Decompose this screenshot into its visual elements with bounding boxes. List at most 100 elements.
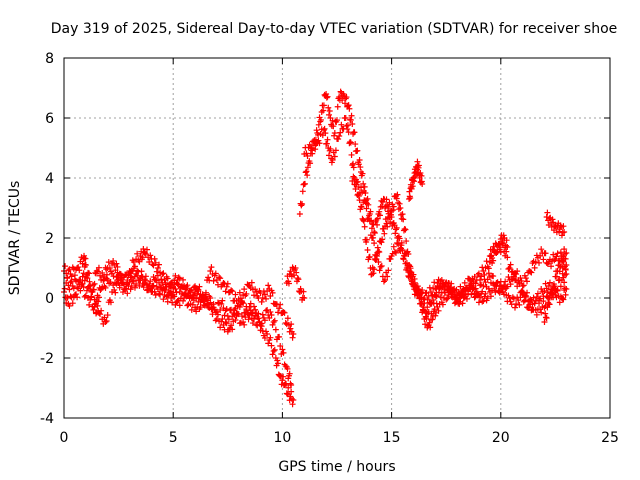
data-point xyxy=(279,346,286,353)
plot-frame xyxy=(63,57,611,419)
data-point xyxy=(312,146,319,153)
data-point xyxy=(411,275,418,282)
data-point xyxy=(214,299,221,306)
data-point xyxy=(546,279,553,286)
data-point xyxy=(210,277,217,284)
data-point xyxy=(544,209,551,216)
data-point xyxy=(358,184,365,191)
data-point xyxy=(363,205,370,212)
data-point xyxy=(279,377,286,384)
data-point xyxy=(550,219,557,226)
data-point xyxy=(561,246,568,253)
data-point xyxy=(323,94,330,101)
data-point xyxy=(418,300,425,307)
data-point xyxy=(349,121,356,127)
data-point xyxy=(345,129,352,136)
data-point xyxy=(469,286,476,293)
data-point xyxy=(387,255,394,262)
data-point xyxy=(399,211,406,218)
data-point xyxy=(267,293,274,300)
data-point xyxy=(248,279,255,286)
x-tick-label: 25 xyxy=(601,430,619,446)
data-point xyxy=(524,289,531,296)
data-point xyxy=(299,188,306,195)
data-point xyxy=(66,302,73,309)
data-point xyxy=(365,201,372,208)
data-series-track-6 xyxy=(301,115,570,331)
data-point xyxy=(243,290,250,297)
data-point xyxy=(443,279,450,286)
data-point xyxy=(496,289,503,296)
data-point xyxy=(259,295,266,301)
data-point xyxy=(380,278,387,285)
data-point xyxy=(480,283,487,289)
data-point xyxy=(315,137,322,144)
data-point xyxy=(396,235,403,242)
data-point xyxy=(90,306,97,313)
data-point xyxy=(342,100,349,107)
data-point xyxy=(556,299,563,306)
data-point xyxy=(140,280,147,287)
data-point xyxy=(280,373,287,380)
data-point xyxy=(224,280,231,287)
data-point xyxy=(257,290,264,297)
data-point xyxy=(90,286,97,293)
data-point xyxy=(149,261,156,268)
data-point xyxy=(259,311,266,318)
data-point xyxy=(392,249,399,256)
data-point xyxy=(507,261,514,268)
data-point xyxy=(465,290,472,297)
data-point xyxy=(77,287,84,294)
data-point xyxy=(430,296,437,303)
data-point xyxy=(327,145,334,152)
data-point xyxy=(268,342,275,349)
data-point xyxy=(304,164,311,171)
data-point xyxy=(195,286,202,293)
data-point xyxy=(232,291,239,298)
data-point xyxy=(219,316,226,323)
data-point xyxy=(378,239,385,246)
data-point xyxy=(371,229,378,235)
data-point xyxy=(164,298,171,305)
data-point xyxy=(174,298,181,304)
data-point xyxy=(451,290,458,297)
data-point xyxy=(441,283,448,289)
data-point xyxy=(255,315,262,322)
data-point xyxy=(276,333,283,340)
data-point xyxy=(246,312,253,319)
data-point xyxy=(417,169,424,176)
data-point xyxy=(166,283,173,290)
data-point xyxy=(69,300,76,307)
data-point xyxy=(339,97,346,104)
data-point xyxy=(146,259,153,266)
data-point xyxy=(344,122,351,129)
data-point xyxy=(352,185,359,192)
data-point xyxy=(168,280,175,286)
data-point xyxy=(193,295,200,302)
data-point xyxy=(207,299,214,306)
data-point xyxy=(294,275,301,282)
data-point xyxy=(559,295,566,302)
data-point xyxy=(503,248,510,255)
y-tick-label: -4 xyxy=(40,411,54,427)
data-point xyxy=(251,303,258,310)
data-point xyxy=(178,283,185,289)
data-point xyxy=(258,320,265,327)
data-point xyxy=(504,254,511,261)
data-point xyxy=(264,307,271,313)
data-point xyxy=(420,307,427,314)
data-point xyxy=(436,285,443,292)
data-series-track-9 xyxy=(543,209,568,239)
data-point xyxy=(500,232,507,239)
data-point xyxy=(485,285,492,292)
data-point xyxy=(384,273,391,280)
data-point xyxy=(235,297,242,304)
y-tick-label: 4 xyxy=(45,171,54,187)
data-point xyxy=(418,172,425,179)
data-point xyxy=(75,264,82,271)
data-point xyxy=(301,180,308,187)
data-point xyxy=(527,268,534,275)
data-point xyxy=(100,277,107,284)
data-point xyxy=(158,276,165,283)
data-point xyxy=(252,286,259,293)
